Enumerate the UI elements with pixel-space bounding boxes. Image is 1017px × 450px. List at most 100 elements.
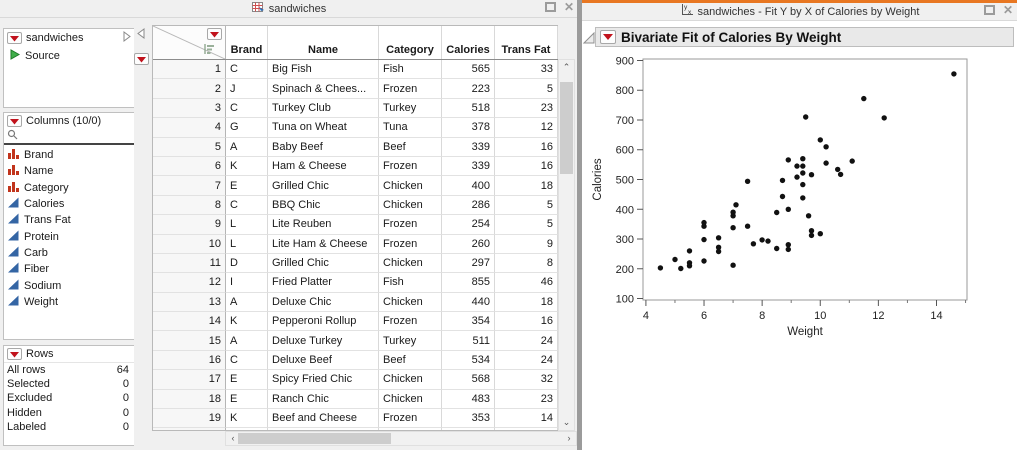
data-cell[interactable]: Tuna — [379, 118, 442, 138]
data-cell[interactable]: Fried Platter — [268, 273, 379, 293]
table-corner-cell[interactable] — [153, 26, 226, 59]
data-point[interactable] — [800, 170, 806, 176]
row-number-cell[interactable]: 1 — [153, 60, 226, 80]
columns-search-input[interactable] — [4, 129, 134, 145]
data-point[interactable] — [794, 174, 800, 180]
data-cell[interactable]: 378 — [442, 118, 495, 138]
row-number-cell[interactable]: 18 — [153, 389, 226, 410]
data-point[interactable] — [817, 137, 823, 143]
row-number-cell[interactable]: 10 — [153, 234, 226, 254]
data-point[interactable] — [808, 172, 815, 178]
data-point[interactable] — [657, 265, 664, 271]
maximize-icon[interactable] — [983, 5, 995, 15]
column-header-calories[interactable]: Calories — [442, 26, 495, 59]
column-item[interactable]: Calories — [4, 196, 134, 212]
row-number-cell[interactable]: 6 — [153, 156, 226, 177]
data-cell[interactable]: Grilled Chic — [268, 253, 379, 274]
data-cell[interactable]: 24 — [495, 331, 558, 351]
data-point[interactable] — [785, 157, 791, 163]
row-number-cell[interactable]: 7 — [153, 176, 226, 196]
vscroll-thumb[interactable] — [560, 82, 573, 174]
data-point[interactable] — [803, 114, 809, 120]
data-cell[interactable]: Grilled Chic — [268, 176, 379, 196]
data-point[interactable] — [730, 213, 736, 219]
data-cell[interactable]: K — [226, 312, 268, 332]
data-cell[interactable]: Spinach & Chees... — [268, 79, 379, 99]
close-icon[interactable]: ✕ — [563, 0, 574, 14]
data-cell[interactable]: Lite Ham & Cheese — [268, 234, 379, 254]
data-point[interactable] — [785, 206, 791, 212]
column-item[interactable]: Carb — [4, 245, 134, 261]
data-point[interactable] — [881, 115, 887, 121]
data-cell[interactable]: C — [226, 195, 268, 216]
data-point[interactable] — [861, 95, 867, 102]
column-item[interactable]: Sodium — [4, 277, 134, 293]
data-point[interactable] — [779, 193, 786, 200]
data-cell[interactable]: Tuna on Wheat — [268, 118, 379, 138]
row-number-cell[interactable]: 16 — [153, 350, 226, 371]
row-number-cell[interactable]: 8 — [153, 195, 226, 216]
data-point[interactable] — [672, 256, 678, 263]
data-point[interactable] — [805, 213, 812, 219]
data-cell[interactable]: A — [226, 292, 268, 313]
data-cell[interactable]: Deluxe Turkey — [268, 331, 379, 351]
data-point[interactable] — [800, 181, 806, 188]
data-cell[interactable]: 5 — [495, 79, 558, 99]
row-number-cell[interactable]: 9 — [153, 215, 226, 235]
data-cell[interactable]: BBQ Chic — [268, 195, 379, 216]
data-cell[interactable]: 483 — [442, 389, 495, 410]
data-point[interactable] — [785, 246, 791, 253]
data-cell[interactable]: 511 — [442, 331, 495, 351]
row-number-cell[interactable]: 5 — [153, 137, 226, 157]
column-selector-icon[interactable] — [203, 43, 215, 58]
sidebar-collapse-left-icon[interactable] — [137, 28, 145, 42]
data-point[interactable] — [785, 242, 791, 248]
scroll-up-icon[interactable]: ⌃ — [562, 62, 571, 72]
data-cell[interactable]: 32 — [495, 370, 558, 390]
row-number-cell[interactable]: 12 — [153, 273, 226, 293]
data-point[interactable] — [686, 263, 693, 269]
data-cell[interactable]: Turkey Club — [268, 98, 379, 119]
data-cell[interactable]: Chicken — [379, 292, 442, 313]
left-window-titlebar[interactable]: sandwiches ✕ — [0, 0, 578, 18]
column-item[interactable]: Category — [4, 180, 134, 196]
maximize-icon[interactable] — [544, 2, 556, 12]
data-point[interactable] — [774, 209, 780, 216]
data-point[interactable] — [808, 228, 815, 234]
data-cell[interactable]: 565 — [442, 60, 495, 80]
data-point[interactable] — [794, 163, 800, 169]
data-cell[interactable]: K — [226, 156, 268, 177]
window-divider[interactable] — [577, 0, 582, 450]
row-number-cell[interactable]: 13 — [153, 292, 226, 313]
data-cell[interactable]: 18 — [495, 292, 558, 313]
data-cell[interactable]: K — [226, 409, 268, 429]
data-point[interactable] — [849, 158, 855, 164]
data-cell[interactable]: 46 — [495, 273, 558, 293]
column-item[interactable]: Name — [4, 163, 134, 179]
data-point[interactable] — [800, 195, 806, 201]
data-point[interactable] — [800, 156, 806, 162]
table-menu-red-triangle-button[interactable] — [7, 32, 22, 44]
data-cell[interactable]: G — [226, 118, 268, 138]
column-item[interactable]: Weight — [4, 294, 134, 310]
data-cell[interactable]: Frozen — [379, 156, 442, 177]
rows-corner-red-triangle-button[interactable] — [134, 53, 149, 65]
data-cell[interactable]: 254 — [442, 215, 495, 235]
data-cell[interactable]: Frozen — [379, 79, 442, 99]
data-cell[interactable]: A — [226, 137, 268, 157]
data-cell[interactable]: A — [226, 331, 268, 351]
columns-corner-red-triangle-button[interactable] — [207, 28, 222, 40]
data-cell[interactable]: Frozen — [379, 312, 442, 332]
data-cell[interactable]: 286 — [442, 195, 495, 216]
data-cell[interactable]: C — [226, 350, 268, 371]
data-cell[interactable]: Lite Reuben — [268, 215, 379, 235]
column-item[interactable]: Trans Fat — [4, 212, 134, 228]
data-cell[interactable]: 16 — [495, 137, 558, 157]
data-cell[interactable]: Beef and Cheese — [268, 409, 379, 429]
data-point[interactable] — [951, 71, 957, 77]
data-cell[interactable]: C — [226, 60, 268, 80]
data-cell[interactable]: 353 — [442, 409, 495, 429]
data-cell[interactable]: Chicken — [379, 253, 442, 274]
data-cell[interactable]: 339 — [442, 137, 495, 157]
